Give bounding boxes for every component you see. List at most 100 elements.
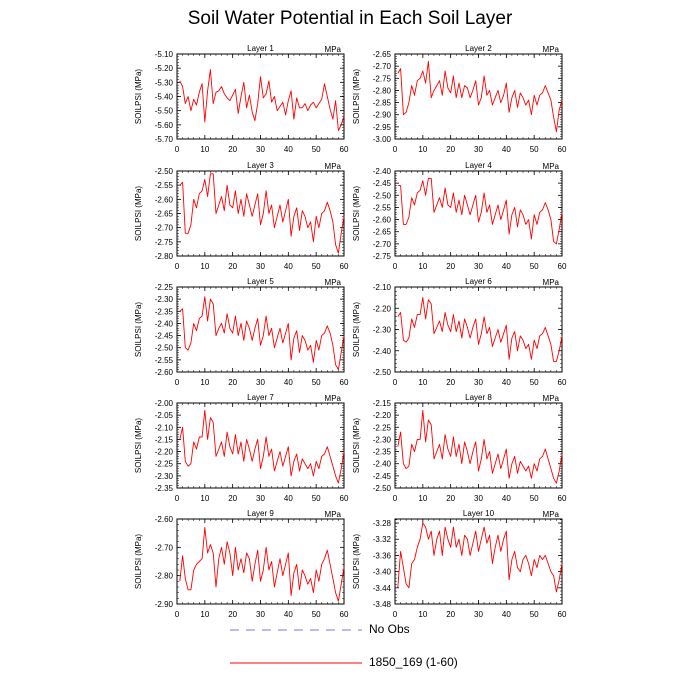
panel-unit: MPa [543, 45, 560, 54]
x-tick-label: 0 [175, 494, 180, 503]
y-tick-label: -2.35 [155, 307, 174, 316]
y-tick-label: -2.30 [373, 326, 392, 335]
panel-layer-9: 0 10 20 30 40 50 60 -2.90 -2.80 -2.70 -2.60 Layer 9… [134, 509, 349, 619]
y-axis-label: SOILPSI (MPa) [134, 534, 143, 589]
y-axis-label: SOILPSI (MPa) [352, 534, 361, 589]
x-tick-label: 60 [340, 494, 349, 503]
x-tick-label: 60 [558, 610, 567, 619]
panel-unit: MPa [543, 394, 560, 403]
x-tick-label: 50 [312, 145, 321, 154]
y-tick-label: -5.50 [155, 107, 174, 116]
plot-frame [176, 53, 345, 140]
y-tick-label: -3.40 [373, 568, 392, 577]
y-tick-label: -2.55 [155, 356, 174, 365]
panel-layer-6: 0 10 20 30 40 50 60 -2.50 -2.40 -2.30 -2.20 -2.10 La… [352, 277, 567, 387]
panel-title: Layer 7 [247, 393, 274, 402]
x-tick-label: 10 [200, 145, 209, 154]
x-tick-label: 40 [502, 262, 511, 271]
y-tick-label: -2.25 [155, 283, 174, 292]
panel-unit: MPa [325, 510, 342, 519]
y-tick-label: -2.70 [155, 224, 174, 233]
y-tick-label: -2.25 [155, 460, 174, 469]
y-tick-label: -2.40 [373, 167, 392, 176]
panel-layer-5: 0 10 20 30 40 50 60 -2.60 -2.55 -2.50 -2.45 -2.40 -2… [134, 277, 349, 387]
x-tick-label: 60 [558, 494, 567, 503]
y-tick-label: -5.70 [155, 135, 174, 144]
y-tick-label: -2.70 [373, 62, 392, 71]
x-tick-label: 20 [446, 378, 455, 387]
y-tick-label: -5.10 [155, 50, 174, 59]
y-tick-label: -2.15 [373, 399, 392, 408]
y-tick-label: -2.50 [373, 484, 392, 493]
panel-layer-8: 0 10 20 30 40 50 60 -2.50 -2.45 -2.40 -2.35 -2.30 -2… [352, 393, 567, 503]
x-tick-label: 20 [228, 494, 237, 503]
y-axis-label: SOILPSI (MPa) [134, 418, 143, 473]
panel-title: Layer 5 [247, 277, 274, 286]
x-tick-label: 50 [312, 378, 321, 387]
x-tick-label: 20 [228, 145, 237, 154]
x-tick-label: 40 [502, 145, 511, 154]
legend-obs-label: No Obs [369, 622, 410, 636]
x-tick-label: 30 [256, 610, 265, 619]
panel-title: Layer 1 [247, 44, 274, 53]
y-axis-label: SOILPSI (MPa) [134, 302, 143, 357]
panel-layer-1: 0 10 20 30 40 50 60 -5.70 -5.60 -5.50 -5.40 -5.30 -5… [134, 44, 349, 154]
x-tick-label: 10 [418, 145, 427, 154]
panel-unit: MPa [543, 278, 560, 287]
y-tick-label: -2.45 [155, 332, 174, 341]
x-tick-label: 40 [284, 494, 293, 503]
x-tick-label: 10 [418, 262, 427, 271]
y-tick-label: -2.60 [155, 368, 174, 377]
x-tick-label: 10 [418, 494, 427, 503]
y-tick-label: -2.20 [373, 411, 392, 420]
y-tick-label: -2.45 [373, 472, 392, 481]
x-tick-label: 50 [530, 262, 539, 271]
x-tick-label: 0 [393, 145, 398, 154]
y-axis-label: SOILPSI (MPa) [352, 69, 361, 124]
panel-unit: MPa [325, 278, 342, 287]
y-tick-label: -2.45 [373, 179, 392, 188]
y-tick-label: -2.75 [373, 252, 392, 261]
y-tick-label: -5.60 [155, 121, 174, 130]
panel-layer-2: 0 10 20 30 40 50 60 -3.00 -2.95 -2.90 -2.85 -2.80 -2… [352, 44, 567, 154]
y-tick-label: -2.55 [373, 203, 392, 212]
x-tick-label: 30 [256, 145, 265, 154]
x-tick-label: 10 [200, 378, 209, 387]
x-tick-label: 20 [228, 378, 237, 387]
series-line [397, 522, 563, 593]
x-tick-label: 50 [530, 610, 539, 619]
y-tick-label: -2.40 [373, 460, 392, 469]
chart-panels: 0 10 20 30 40 50 60 -5.70 -5.60 -5.50 -5.40 -5.30 -5… [134, 44, 567, 619]
y-tick-label: -2.55 [155, 181, 174, 190]
y-tick-label: -5.40 [155, 93, 174, 102]
x-tick-label: 0 [175, 262, 180, 271]
x-tick-label: 30 [474, 262, 483, 271]
x-tick-label: 40 [284, 610, 293, 619]
y-tick-label: -2.30 [373, 435, 392, 444]
x-tick-label: 0 [175, 145, 180, 154]
y-axis-label: SOILPSI (MPa) [352, 418, 361, 473]
x-tick-label: 40 [502, 494, 511, 503]
x-tick-label: 30 [474, 378, 483, 387]
x-tick-label: 10 [418, 378, 427, 387]
series-line [179, 296, 345, 371]
x-tick-label: 40 [284, 262, 293, 271]
y-tick-label: -2.75 [155, 238, 174, 247]
y-tick-label: -2.25 [373, 423, 392, 432]
x-tick-label: 20 [228, 610, 237, 619]
y-tick-label: -2.80 [155, 252, 174, 261]
y-tick-label: -3.36 [373, 551, 392, 560]
x-tick-label: 60 [558, 262, 567, 271]
y-tick-label: -3.32 [373, 535, 392, 544]
x-tick-label: 0 [393, 262, 398, 271]
x-tick-label: 10 [418, 610, 427, 619]
y-tick-label: -3.48 [373, 600, 392, 609]
x-tick-label: 0 [393, 610, 398, 619]
panel-title: Layer 3 [247, 161, 274, 170]
series-line [397, 409, 563, 484]
panel-layer-3: 0 10 20 30 40 50 60 -2.80 -2.75 -2.70 -2.65 -2.60 -2… [134, 161, 349, 271]
y-tick-label: -3.00 [373, 135, 392, 144]
series-line [397, 297, 563, 362]
panel-title: Layer 8 [465, 393, 492, 402]
